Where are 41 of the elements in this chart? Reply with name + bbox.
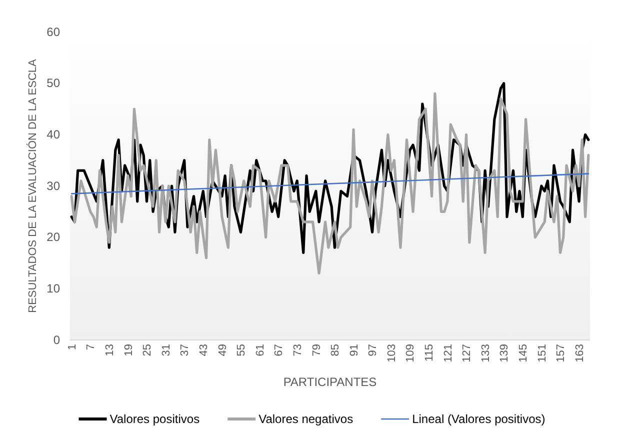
- x-tick-label: 109: [404, 344, 417, 362]
- legend-label: Valores positivos: [110, 412, 200, 426]
- y-axis-title: RESULTADOS DE LA EVALUACIÓN DE LA ESCLA: [26, 58, 39, 313]
- x-tick-label: 97: [367, 344, 380, 356]
- x-tick-label: 67: [273, 344, 286, 356]
- y-tick-label: 10: [46, 282, 60, 296]
- x-axis-title: PARTICIPANTES: [283, 375, 377, 389]
- legend-label: Lineal (Valores positivos): [412, 412, 546, 426]
- x-tick-label: 85: [330, 344, 342, 356]
- y-tick-label: 40: [46, 128, 60, 142]
- y-tick-label: 60: [46, 24, 60, 39]
- x-tick-label: 55: [236, 344, 248, 356]
- x-tick-label: 31: [160, 344, 172, 356]
- x-tick-label: 25: [142, 344, 154, 356]
- x-tick-label: 61: [254, 344, 266, 356]
- line-series: [70, 92, 590, 275]
- x-tick-label: 115: [424, 344, 436, 362]
- y-tick-label: 30: [46, 178, 60, 193]
- x-tick-label: 1: [66, 344, 78, 350]
- x-tick-label: 151: [536, 344, 548, 362]
- y-tick-label: 20: [46, 230, 60, 244]
- x-tick-label: 49: [216, 344, 229, 356]
- x-tick-label: 73: [292, 344, 304, 356]
- x-tick-label: 121: [442, 344, 454, 362]
- x-tick-label: 163: [574, 344, 586, 362]
- x-tick-label: 127: [461, 344, 474, 362]
- x-tick-label: 133: [480, 344, 492, 362]
- x-tick-label: 91: [348, 344, 360, 356]
- x-tick-label: 7: [85, 344, 98, 350]
- y-tick-label: 0: [53, 332, 60, 347]
- x-tick-label: 13: [104, 344, 116, 356]
- legend-label: Valores negativos: [258, 412, 354, 426]
- x-tick-label: 157: [555, 344, 568, 362]
- x-tick-label: 145: [518, 344, 530, 362]
- x-tick-label: 139: [498, 344, 511, 362]
- x-tick-label: 43: [198, 344, 210, 356]
- x-tick-label: 19: [122, 344, 135, 356]
- x-tick-label: 79: [310, 344, 323, 356]
- x-tick-label: 103: [386, 344, 398, 362]
- y-tick-label: 50: [46, 76, 60, 90]
- x-tick-label: 37: [179, 344, 192, 356]
